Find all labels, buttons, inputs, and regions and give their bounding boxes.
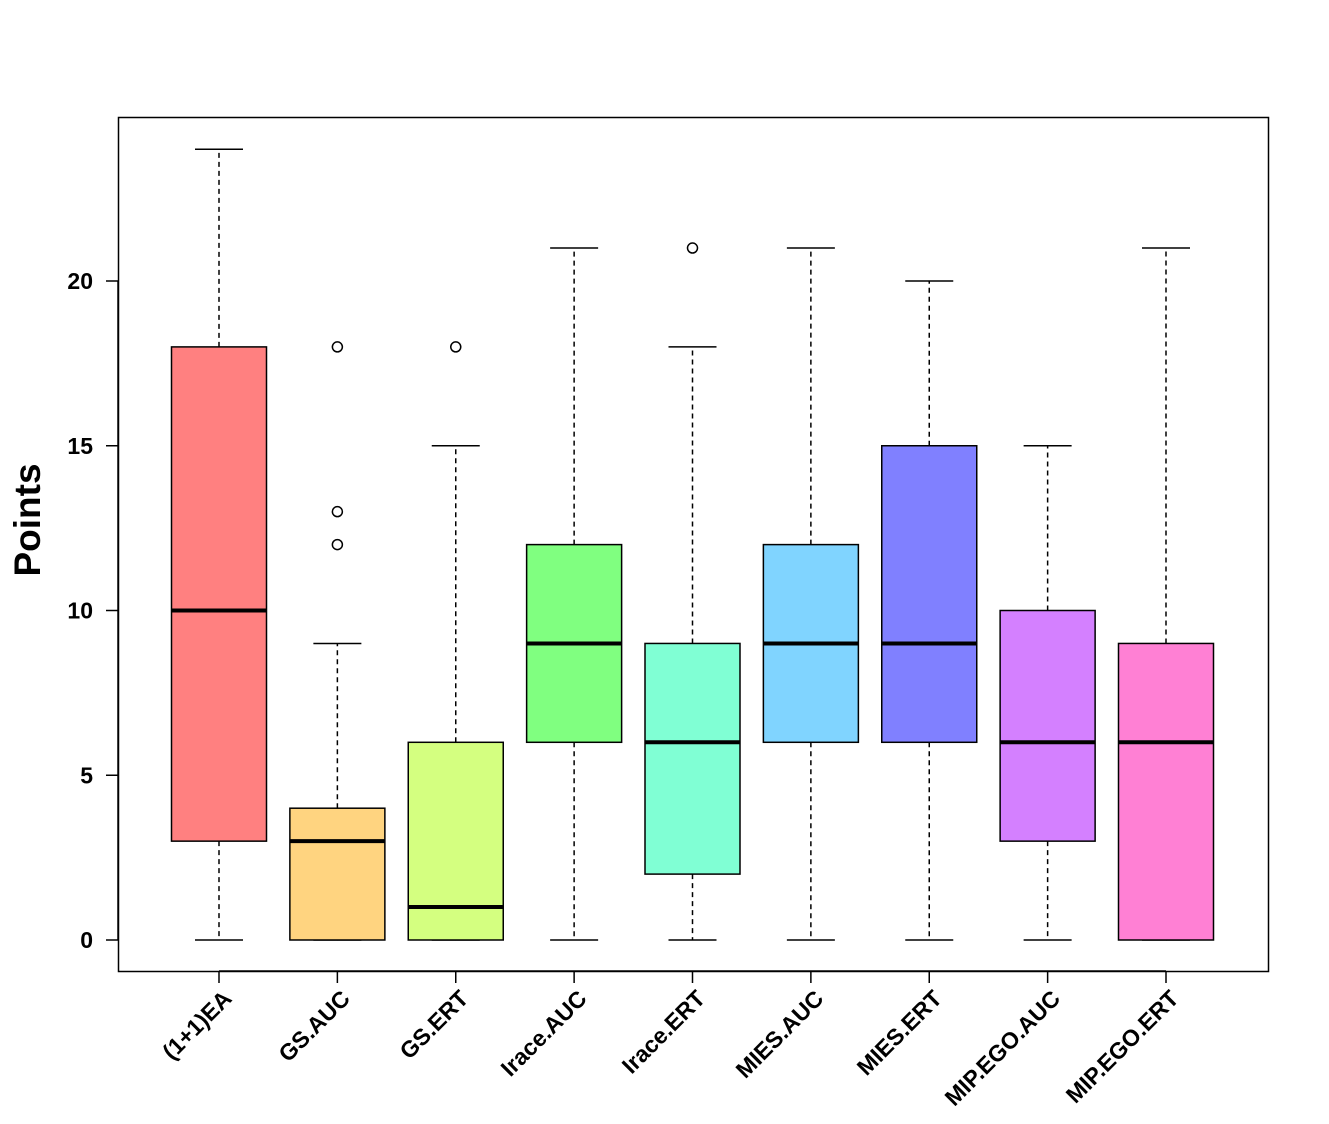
outlier-point: [331, 505, 344, 518]
box-body: [1117, 642, 1215, 941]
outlier-point: [331, 538, 344, 551]
y-tick-label: 5: [80, 762, 93, 788]
box-8: [999, 445, 1096, 941]
box-body: [407, 741, 504, 941]
box-body: [644, 642, 741, 875]
x-axis: (1+1)EA GS.AUC GS.ERT Irace.AUC Irace.ERT MIE…: [157, 970, 1184, 1111]
x-tick-label: Irace.ERT: [617, 985, 710, 1078]
box-body: [289, 807, 386, 941]
y-tick-label: 20: [67, 268, 93, 294]
box-2: [289, 341, 386, 941]
box-4: [525, 247, 623, 941]
box-7: [881, 280, 978, 941]
x-tick-label: MIP.EGO.AUC: [940, 985, 1066, 1111]
y-axis-label: Points: [7, 463, 48, 576]
outlier-point: [686, 242, 699, 254]
outlier-point: [450, 341, 462, 353]
x-tick-label: Irace.AUC: [496, 985, 592, 1081]
x-tick-label: (1+1)EA: [157, 985, 236, 1064]
outlier-point: [331, 341, 344, 353]
boxes-group: [170, 148, 1215, 941]
box-body: [999, 609, 1096, 842]
x-tick-label: MIES.AUC: [731, 985, 829, 1083]
box-9: [1117, 247, 1215, 941]
box-body: [170, 346, 268, 842]
x-tick-label: MIES.ERT: [852, 985, 947, 1080]
x-tick-label: GS.AUC: [273, 985, 355, 1067]
y-tick-label: 0: [80, 927, 93, 953]
y-tick-label: 15: [67, 433, 93, 459]
box-body: [881, 445, 978, 744]
box-6: [762, 247, 860, 941]
x-tick-label: GS.ERT: [394, 985, 473, 1064]
box-1: [170, 148, 268, 941]
x-tick-label: MIP.EGO.ERT: [1061, 985, 1184, 1108]
y-tick-label: 10: [67, 598, 93, 624]
box-3: [407, 341, 504, 941]
y-axis: 0 5 10 15 20: [67, 268, 119, 953]
box-5: [644, 242, 741, 941]
